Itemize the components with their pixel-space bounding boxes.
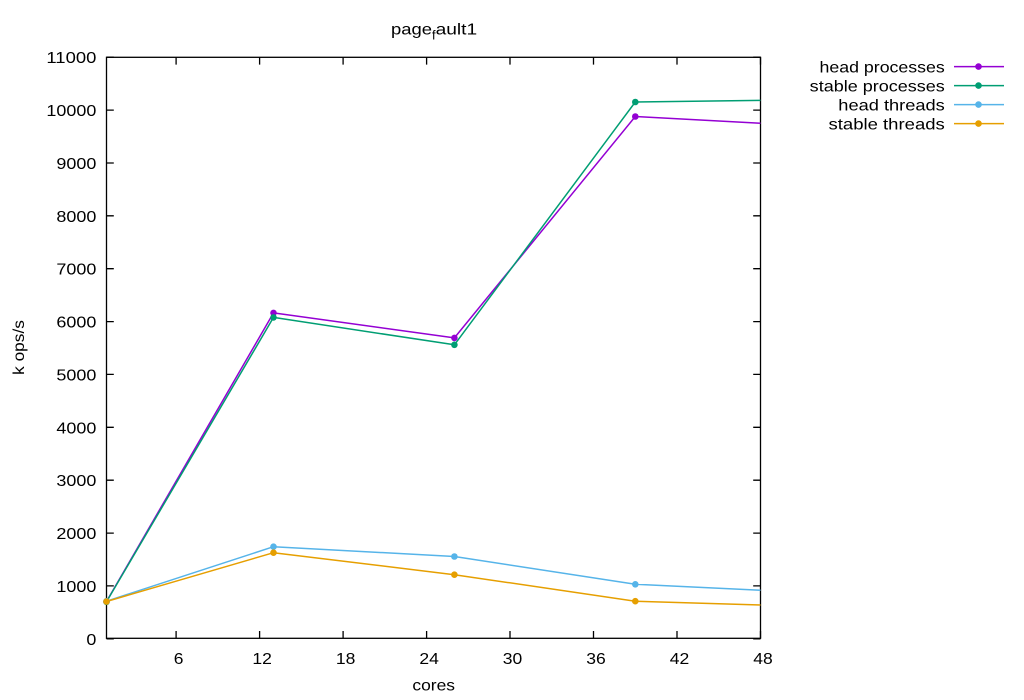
svg-text:0: 0 <box>86 632 96 649</box>
svg-text:1000: 1000 <box>56 579 96 596</box>
svg-text:pagefault1: pagefault1 <box>391 22 477 43</box>
svg-text:6: 6 <box>174 651 184 668</box>
svg-text:cores: cores <box>412 678 455 695</box>
svg-text:10000: 10000 <box>46 103 96 120</box>
svg-text:stable processes: stable processes <box>810 79 945 96</box>
svg-text:head threads: head threads <box>838 98 945 115</box>
svg-text:head processes: head processes <box>820 60 945 77</box>
svg-text:6000: 6000 <box>56 315 96 332</box>
svg-text:2000: 2000 <box>56 526 96 543</box>
svg-text:18: 18 <box>336 651 356 668</box>
svg-text:8000: 8000 <box>56 209 96 226</box>
svg-text:9000: 9000 <box>56 156 96 173</box>
svg-text:7000: 7000 <box>56 262 96 279</box>
svg-text:k ops/s: k ops/s <box>11 320 28 375</box>
svg-text:24: 24 <box>419 651 439 668</box>
svg-text:48: 48 <box>753 651 773 668</box>
svg-text:stable threads: stable threads <box>829 117 945 134</box>
svg-text:30: 30 <box>503 651 523 668</box>
svg-text:42: 42 <box>670 651 690 668</box>
svg-text:12: 12 <box>252 651 272 668</box>
svg-text:11000: 11000 <box>46 50 96 67</box>
svg-text:36: 36 <box>586 651 606 668</box>
svg-text:4000: 4000 <box>56 420 96 437</box>
svg-text:5000: 5000 <box>56 367 96 384</box>
svg-text:3000: 3000 <box>56 473 96 490</box>
